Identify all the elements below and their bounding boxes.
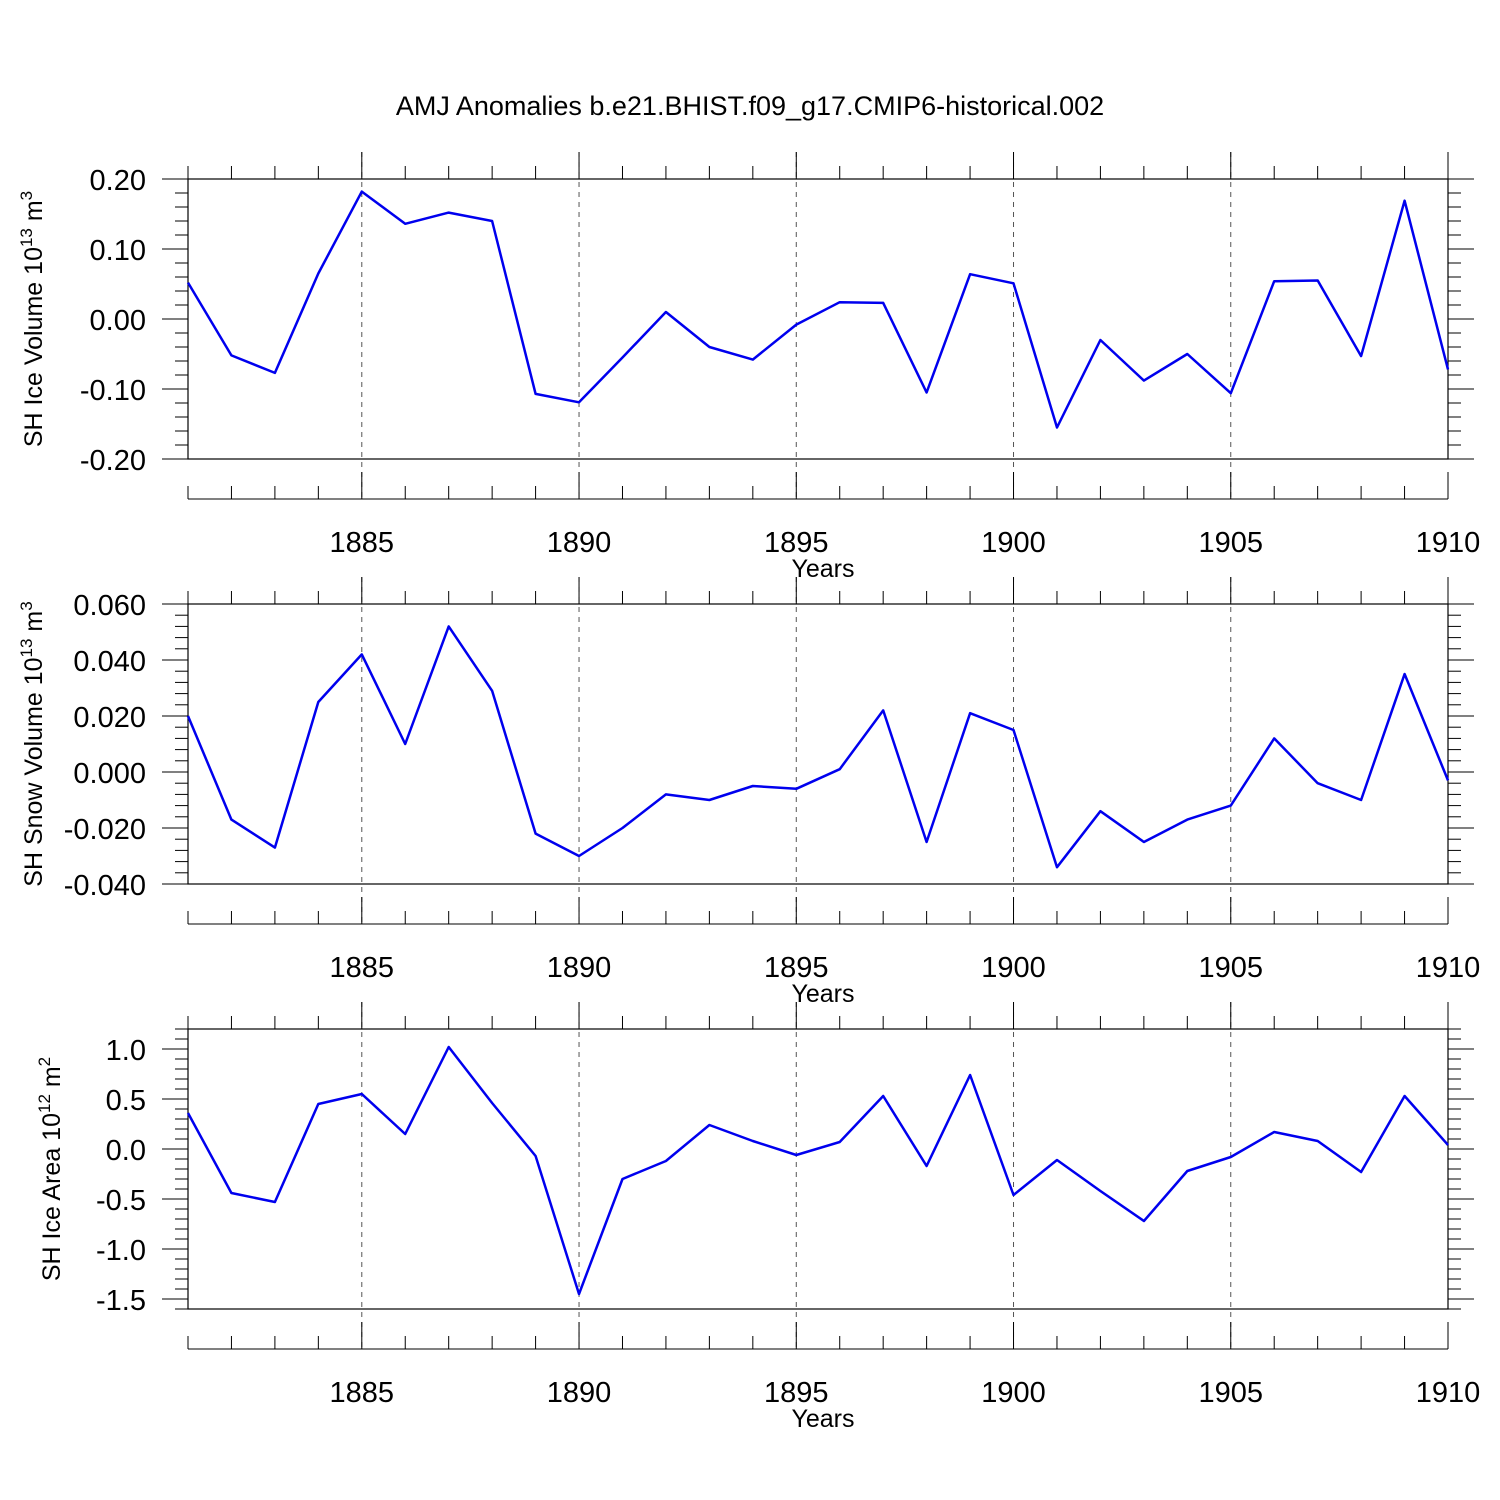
x-tick-label: 1885 [330, 1377, 395, 1409]
panel-1: 1885 1890 1895 1900 1905 1910 Years 0.20 0.10 0.0… [17, 152, 1480, 583]
x-axis-label: Years [791, 980, 854, 1008]
y-tick-label: -1.0 [96, 1235, 146, 1267]
x-tick-label: 1890 [547, 1377, 612, 1409]
figure-title: AMJ Anomalies b.e21.BHIST.f09_g17.CMIP6-… [396, 91, 1104, 121]
y-tick-label: -0.10 [80, 375, 146, 407]
x-axis-label: Years [791, 555, 854, 583]
x-tick-label: 1900 [981, 952, 1046, 984]
y-tick-label: 0.040 [73, 646, 146, 678]
x-tick-label: 1900 [981, 527, 1046, 559]
x-tick-label: 1890 [547, 527, 612, 559]
y-tick-label: 0.5 [106, 1085, 146, 1117]
y-tick-label: 0.020 [73, 702, 146, 734]
x-axis-label: Years [791, 1405, 854, 1433]
series-line [186, 625, 1450, 869]
panels: 1885 1890 1895 1900 1905 1910 Years 0.20 0.10 0.0… [17, 152, 1480, 1433]
series-line [186, 1045, 1449, 1296]
y-tick-label: 0.20 [90, 165, 146, 197]
panel-3: 1885 1890 1895 1900 1905 1910 Years 1.0 0.5 0.0 -0… [35, 1002, 1480, 1433]
y-tick-label: 0.00 [90, 305, 146, 337]
y-tick-label: 0.10 [90, 235, 146, 267]
y-tick-label: -0.040 [64, 870, 146, 902]
y-axis-label: SH Ice Volume 1013 m3 [17, 191, 48, 447]
x-tick-label: 1905 [1199, 952, 1264, 984]
y-tick-label: -1.5 [96, 1285, 146, 1317]
x-tick-label: 1910 [1416, 527, 1481, 559]
y-tick-label: 1.0 [106, 1035, 146, 1067]
plot-frame [187, 603, 1449, 885]
x-tick-label: 1910 [1416, 1377, 1481, 1409]
x-tick-label: 1905 [1199, 1377, 1264, 1409]
x-tick-label: 1895 [764, 952, 829, 984]
x-tick-label: 1895 [764, 1377, 829, 1409]
y-tick-label: -0.5 [96, 1185, 146, 1217]
y-tick-label: -0.020 [64, 814, 146, 846]
x-tick-label: 1905 [1199, 527, 1264, 559]
x-tick-label: 1910 [1416, 952, 1481, 984]
series-line [186, 190, 1450, 429]
panel-2: 1885 1890 1895 1900 1905 1910 Years 0.060 0.040 0… [17, 577, 1480, 1008]
x-tick-label: 1890 [547, 952, 612, 984]
y-axis-label: SH Ice Area 1012 m2 [35, 1057, 66, 1281]
y-tick-label: -0.20 [80, 445, 146, 477]
y-axis-label: SH Snow Volume 1013 m3 [17, 601, 48, 886]
x-tick-label: 1895 [764, 527, 829, 559]
x-tick-label: 1900 [981, 1377, 1046, 1409]
y-tick-label: 0.0 [106, 1135, 146, 1167]
y-tick-label: 0.060 [73, 590, 146, 622]
x-tick-label: 1885 [330, 952, 395, 984]
x-tick-label: 1885 [330, 527, 395, 559]
y-tick-label: 0.000 [73, 758, 146, 790]
